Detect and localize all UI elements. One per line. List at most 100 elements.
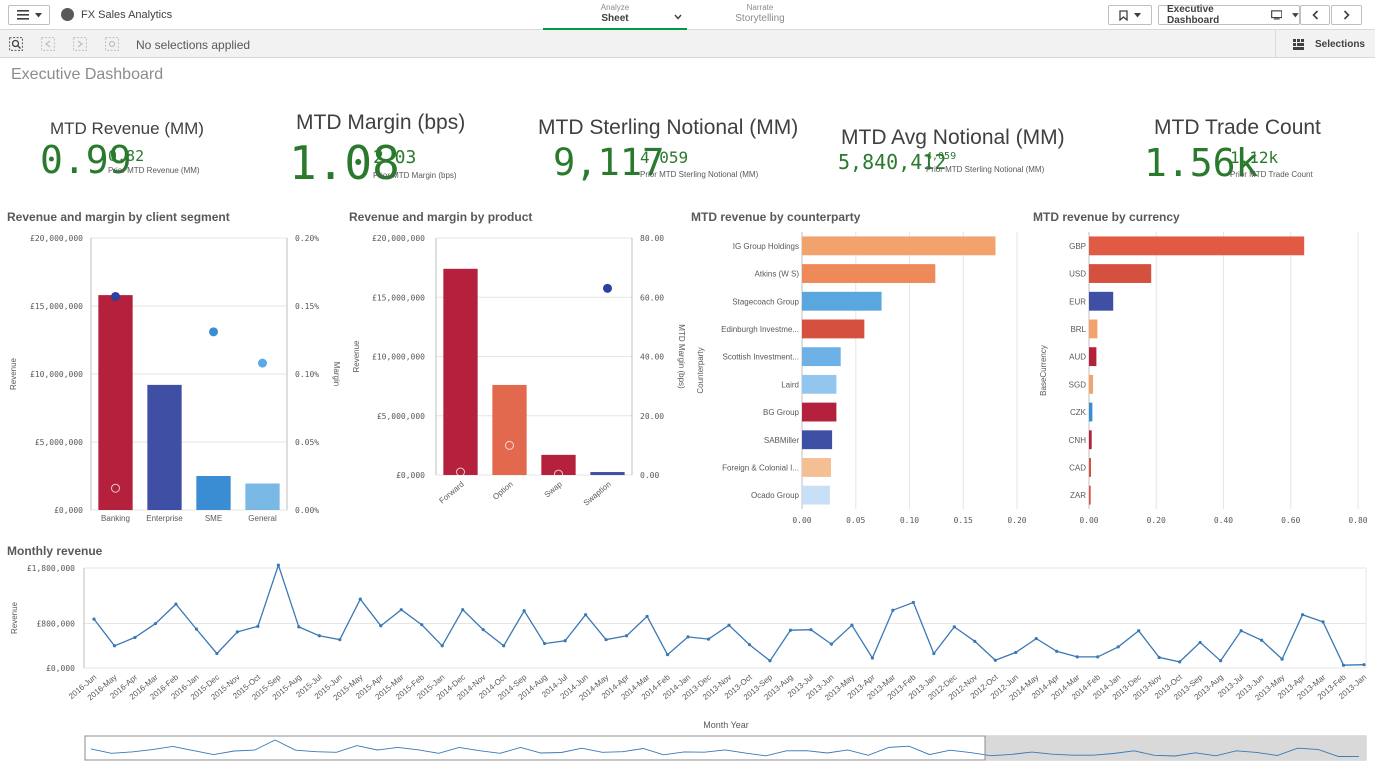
margin-point — [209, 327, 218, 337]
segment-combo-chart[interactable]: £0,000 £5,000,000 £10,000,000 £15,000,000 £2… — [0, 225, 345, 535]
data-point — [92, 617, 96, 621]
y-axis-label: BaseCurrency — [1039, 345, 1048, 396]
x-tick-label: Banking — [101, 514, 130, 523]
kpi-value: 9,117 — [553, 141, 665, 184]
data-point — [440, 644, 444, 648]
data-point — [256, 624, 260, 628]
y-tick-label: Edinburgh Investme... — [721, 325, 799, 334]
app-globe-icon — [61, 8, 74, 21]
data-point — [276, 563, 280, 567]
y-tick-label: SABMiller — [764, 436, 799, 445]
bar — [443, 268, 478, 475]
step-back-icon[interactable] — [41, 37, 55, 51]
y-tick-label: Ocado Group — [751, 491, 800, 500]
y2-tick-label: 0.05% — [295, 438, 319, 447]
sheet-icon — [1270, 10, 1283, 20]
data-point — [870, 656, 874, 660]
data-point — [1321, 620, 1325, 624]
counterparty-bar-chart[interactable]: 0.00 0.05 0.10 0.15 0.20 IG Group Holdings Atk… — [690, 225, 1035, 535]
bar — [1089, 291, 1114, 311]
data-point — [1075, 655, 1079, 659]
data-point — [235, 630, 239, 634]
x-tick-label: 0.60 — [1281, 516, 1300, 525]
caret-down-icon — [34, 12, 42, 17]
y-tick-label: ZAR — [1070, 491, 1086, 500]
bar — [98, 295, 133, 510]
data-point — [194, 627, 199, 631]
previous-sheet-button[interactable] — [1300, 5, 1330, 25]
y-tick-label: EUR — [1069, 297, 1086, 306]
margin-point — [603, 283, 612, 293]
bar — [492, 384, 527, 475]
y-tick-label: £1,800,000 — [27, 564, 75, 573]
y-tick-label: Scottish Investment... — [723, 353, 799, 362]
bar — [196, 476, 231, 510]
data-point — [317, 634, 321, 638]
selections-button[interactable]: Selections — [1275, 30, 1375, 58]
data-point — [584, 613, 588, 617]
clear-all-icon[interactable] — [105, 37, 119, 51]
product-combo-chart[interactable]: £0,000 £5,000,000 £10,000,000 £15,000,000 £2… — [345, 225, 690, 535]
smart-search-icon[interactable] — [9, 37, 23, 51]
sheet-title: Executive Dashboard — [11, 66, 164, 83]
monthly-revenue-line-chart[interactable]: £0,000£800,000£1,800,000Revenue2016-Jun2… — [0, 560, 1375, 767]
tab-narrate-storytelling[interactable]: Narrate Storytelling — [700, 0, 820, 30]
y-tick-label: CZK — [1070, 408, 1087, 417]
chevron-down-icon[interactable] — [674, 14, 682, 20]
tab-analyze-sheet[interactable]: Analyze Sheet — [543, 0, 687, 30]
data-point — [1034, 636, 1038, 641]
chart-title-segment: Revenue and margin by client segment — [7, 210, 230, 224]
step-forward-icon[interactable] — [73, 37, 87, 51]
data-point — [645, 614, 649, 618]
margin-point — [111, 291, 120, 301]
x-tick-label: Forward — [438, 480, 466, 506]
x-tick-label: SME — [205, 514, 222, 523]
app-title: FX Sales Analytics — [81, 9, 173, 21]
data-point — [379, 624, 383, 628]
kpi-prior-value: 1.12k — [1230, 148, 1279, 167]
data-point — [1341, 663, 1346, 667]
bar — [1089, 374, 1094, 394]
chart-title-counterparty: MTD revenue by counterparty — [691, 210, 861, 224]
next-sheet-button[interactable] — [1331, 5, 1362, 25]
currency-bar-chart[interactable]: 0.00 0.20 0.40 0.60 0.80 GBP USD EUR BRL AUD SGD CZ… — [1035, 225, 1370, 535]
bar — [802, 236, 996, 256]
kpi-value: 5,840,412 — [838, 150, 947, 174]
bar — [802, 430, 833, 450]
bar — [1089, 402, 1093, 422]
y-tick-label: AUD — [1069, 353, 1086, 362]
data-point — [1096, 655, 1100, 659]
sheet-selector-label: Executive Dashboard — [1167, 4, 1220, 26]
y-tick-label: GBP — [1069, 242, 1086, 251]
tab-storytelling-label: Storytelling — [735, 13, 785, 24]
chart-title-monthly: Monthly revenue — [7, 544, 103, 558]
data-point — [420, 623, 424, 627]
caret-down-icon — [1292, 12, 1299, 17]
bar — [245, 483, 280, 510]
kpi-value: 1.56k — [1144, 141, 1259, 185]
y-tick-label: £10,000,000 — [372, 353, 425, 362]
data-point — [829, 642, 834, 646]
mini-chart-line — [90, 739, 1360, 757]
bar — [1089, 319, 1098, 339]
x-tick-label: 0.00 — [792, 516, 811, 525]
x-tick-label: 0.40 — [1214, 516, 1233, 525]
kpi-caption: Prior MTD Margin (bps) — [373, 171, 457, 180]
sheet-selector[interactable]: Executive Dashboard — [1158, 4, 1300, 26]
chart-title-product: Revenue and margin by product — [349, 210, 533, 224]
bookmark-button[interactable] — [1108, 5, 1152, 25]
data-point — [174, 602, 178, 606]
bar — [802, 458, 832, 477]
y2-tick-label: 0.10% — [295, 370, 319, 379]
x-axis-label: Month Year — [703, 720, 749, 730]
data-point — [1239, 629, 1243, 633]
bar — [802, 291, 882, 311]
y2-tick-label: 60.00 — [640, 293, 664, 302]
data-point — [461, 608, 465, 612]
data-point — [1055, 649, 1059, 653]
global-menu-button[interactable] — [8, 5, 50, 25]
data-point — [604, 638, 608, 642]
chart-title-currency: MTD revenue by currency — [1033, 210, 1180, 224]
y2-tick-label: 0.20% — [295, 234, 319, 243]
x-tick-label: Enterprise — [146, 514, 183, 523]
